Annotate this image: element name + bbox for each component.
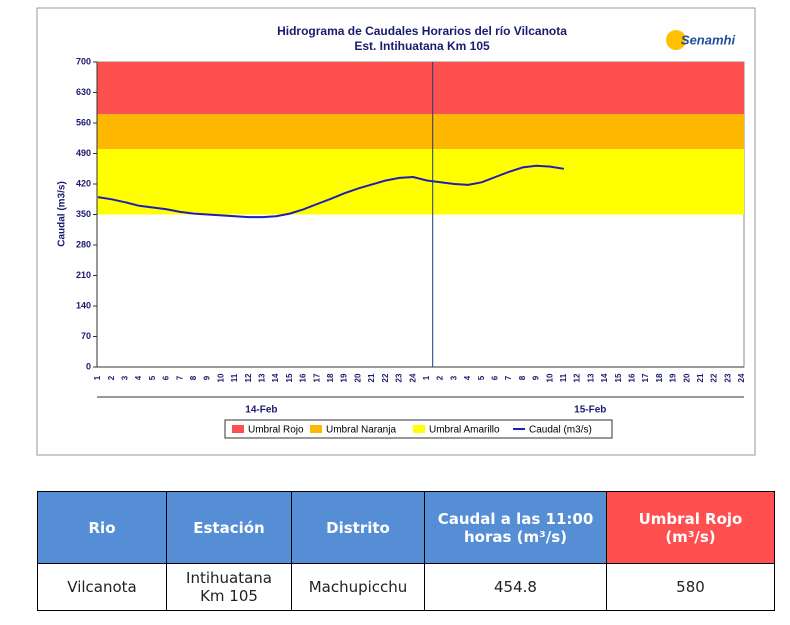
x-tick-label: 3 (121, 375, 130, 380)
x-tick-label: 1 (422, 375, 431, 380)
x-tick-label: 23 (723, 373, 732, 382)
x-tick-label: 1 (93, 375, 102, 380)
legend-swatch (310, 425, 322, 433)
header-row: Rio Estación Distrito Caudal a las 11:00… (37, 491, 775, 564)
x-tick-label: 13 (586, 373, 595, 382)
y-tick-label: 350 (76, 209, 91, 219)
x-tick-label: 15 (285, 373, 294, 382)
x-tick-label: 7 (175, 375, 184, 380)
x-tick-label: 2 (436, 375, 445, 380)
x-tick-label: 8 (189, 375, 198, 380)
y-tick-label: 630 (76, 87, 91, 97)
x-tick-label: 10 (545, 373, 554, 382)
x-tick-label: 4 (463, 375, 472, 380)
x-tick-label: 18 (326, 373, 335, 382)
cell: Intihuatana Km 105 (166, 563, 292, 611)
x-tick-label: 5 (477, 375, 486, 380)
x-tick-label: 18 (655, 373, 664, 382)
x-tick-label: 2 (107, 375, 116, 380)
x-tick-label: 21 (696, 373, 705, 382)
logo-sun (666, 30, 686, 50)
legend-swatch (232, 425, 244, 433)
x-tick-label: 10 (216, 373, 225, 382)
header-cell: Estación (166, 491, 292, 564)
group-label: 14-Feb (245, 405, 277, 416)
x-tick-label: 11 (230, 373, 239, 382)
y-tick-label: 70 (81, 331, 91, 341)
chart-title: Hidrograma de Caudales Horarios del río … (277, 24, 567, 38)
cell: 454.8 (424, 563, 607, 611)
legend-label: Caudal (m3/s) (529, 425, 592, 436)
threshold-band (97, 62, 744, 115)
x-tick-label: 23 (395, 373, 404, 382)
x-tick-label: 5 (148, 375, 157, 380)
cell: 580 (606, 563, 775, 611)
body-row: Vilcanota Intihuatana Km 105 Machupicchu… (37, 563, 775, 611)
x-tick-label: 6 (490, 375, 499, 380)
legend-label: Umbral Rojo (248, 425, 304, 436)
chart: Hidrograma de Caudales Horarios del río … (36, 7, 756, 456)
cell: Machupicchu (291, 563, 425, 611)
x-tick-label: 12 (573, 373, 582, 382)
x-tick-label: 9 (532, 375, 541, 380)
header-cell: Caudal a las 11:00 horas (m³/s) (424, 491, 607, 564)
summary-table: Rio Estación Distrito Caudal a las 11:00… (37, 491, 775, 611)
header-cell: Distrito (291, 491, 425, 564)
x-tick-label: 7 (504, 375, 513, 380)
line-series (97, 164, 565, 219)
x-tick-label: 24 (408, 373, 417, 382)
x-tick-label: 22 (710, 373, 719, 382)
y-tick-label: 280 (76, 239, 91, 249)
x-tick-label: 9 (203, 375, 212, 380)
legend-label: Umbral Amarillo (429, 425, 500, 436)
x-tick-label: 8 (518, 375, 527, 380)
x-tick-label: 17 (312, 373, 321, 382)
y-tick-label: 0 (86, 361, 91, 371)
x-tick-label: 13 (258, 373, 267, 382)
header-cell: Rio (37, 491, 167, 564)
y-tick-label: 140 (76, 300, 91, 310)
y-tick-label: 700 (76, 56, 91, 66)
x-tick-label: 16 (299, 373, 308, 382)
threshold-band (97, 149, 744, 215)
y-axis-label: Caudal (m3/s) (57, 181, 68, 247)
x-tick-label: 14 (271, 373, 280, 382)
x-tick-label: 15 (614, 373, 623, 382)
x-tick-label: 11 (559, 373, 568, 382)
y-tick-label: 420 (76, 178, 91, 188)
x-tick-label: 24 (737, 373, 746, 382)
legend-label: Umbral Naranja (326, 425, 396, 436)
y-tick-label: 560 (76, 117, 91, 127)
x-tick-label: 12 (244, 373, 253, 382)
logo: Senamhi (681, 32, 736, 47)
x-tick-label: 19 (669, 373, 678, 382)
x-tick-label: 6 (162, 375, 171, 380)
x-tick-label: 19 (340, 373, 349, 382)
x-tick-label: 4 (134, 375, 143, 380)
x-tick-label: 20 (682, 373, 691, 382)
x-tick-label: 16 (627, 373, 636, 382)
header-cell: Umbral Rojo (m³/s) (606, 491, 775, 564)
x-tick-label: 20 (353, 373, 362, 382)
group-label: 15-Feb (574, 405, 606, 416)
x-tick-label: 22 (381, 373, 390, 382)
x-tick-label: 17 (641, 373, 650, 382)
x-tick-label: 14 (600, 373, 609, 382)
x-tick-label: 3 (449, 375, 458, 380)
cell: Vilcanota (37, 563, 167, 611)
threshold-band (97, 114, 744, 150)
chart-subtitle: Est. Intihuatana Km 105 (354, 39, 490, 53)
y-tick-label: 490 (76, 148, 91, 158)
y-tick-label: 210 (76, 270, 91, 280)
x-tick-label: 21 (367, 373, 376, 382)
legend-swatch (413, 425, 425, 433)
